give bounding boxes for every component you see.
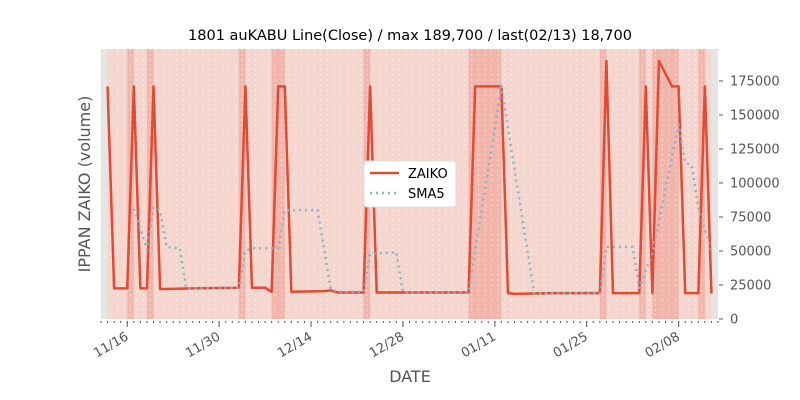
x-axis-label: DATE (389, 367, 431, 386)
x-tick-label: 01/11 (459, 329, 499, 361)
y-tick-label: 125000 (730, 142, 780, 157)
legend-sma5-label: SMA5 (408, 187, 445, 202)
y-tick-label: 150000 (730, 108, 780, 123)
legend: ZAIKO SMA5 (363, 160, 457, 208)
y-tick-label: 0 (730, 313, 738, 328)
x-tick-label: 11/16 (91, 329, 131, 361)
x-tick-label: 12/28 (367, 329, 407, 361)
y-tick-label: 25000 (730, 278, 771, 293)
x-tick-label: 01/25 (551, 329, 591, 361)
x-tick-label: 11/30 (183, 329, 223, 361)
chart-title: 1801 auKABU Line(Close) / max 189,700 / … (188, 28, 632, 44)
series-sma5-line (132, 85, 713, 295)
legend-zaiko-label: ZAIKO (408, 167, 448, 182)
y-tick-label: 50000 (730, 244, 771, 259)
y-tick-label: 100000 (730, 176, 780, 191)
x-tick-label: 02/08 (643, 329, 683, 361)
highlight-band (271, 49, 285, 319)
y-axis-label: IPPAN ZAIKO (volume) (75, 96, 94, 273)
y-tick-label: 175000 (730, 74, 780, 89)
y-tick-label: 75000 (730, 210, 771, 225)
x-tick-label: 12/14 (275, 329, 315, 361)
